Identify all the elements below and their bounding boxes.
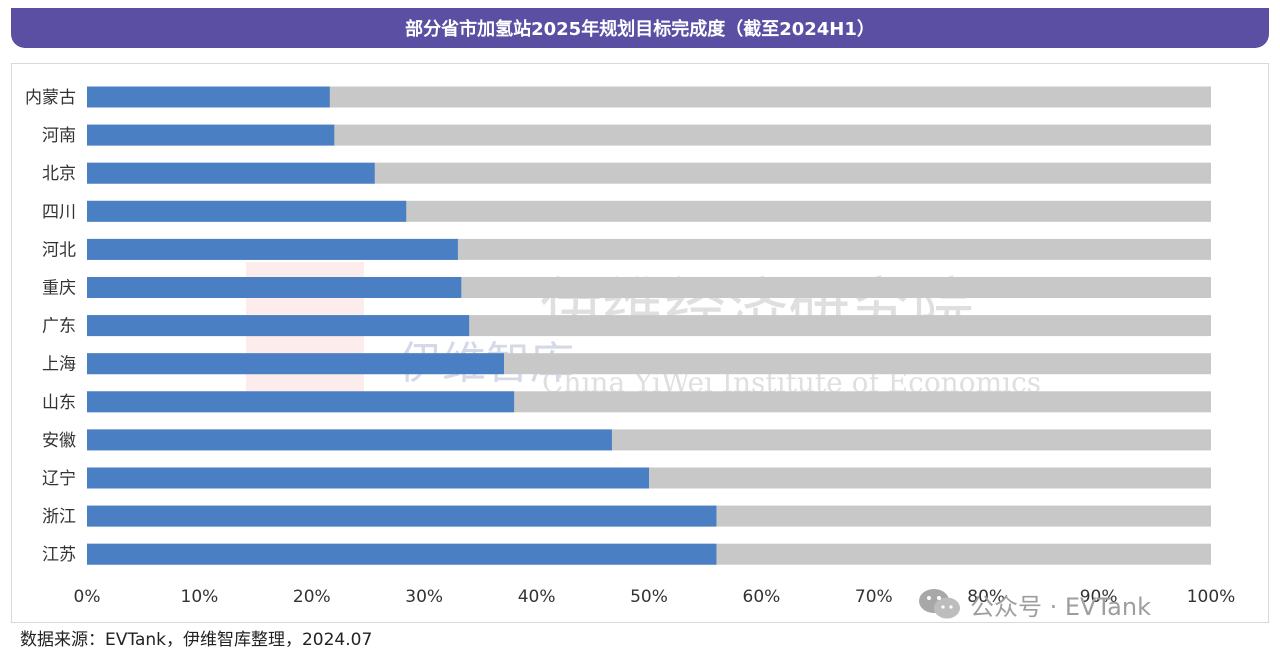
bar-complete [87, 505, 717, 527]
category-label: 浙江 [42, 507, 76, 527]
x-tick-label: 70% [855, 587, 893, 607]
bar-complete [87, 467, 649, 489]
chart-title-bar: 部分省市加氢站2025年规划目标完成度（截至2024H1） [11, 8, 1269, 48]
bar-complete [87, 162, 375, 184]
x-tick-label: 30% [405, 587, 443, 607]
x-tick-label: 20% [293, 587, 331, 607]
category-label: 山东 [42, 393, 76, 413]
x-tick-label: 0% [74, 587, 101, 607]
x-tick-label: 10% [181, 587, 219, 607]
category-label: 河北 [42, 240, 76, 260]
category-label: 内蒙古 [25, 88, 76, 108]
category-label: 辽宁 [42, 469, 76, 489]
bar-complete [87, 315, 470, 337]
wechat-label: 公众号 · EVTank [970, 592, 1151, 621]
category-label: 北京 [42, 164, 76, 184]
x-tick-label: 60% [743, 587, 781, 607]
bar-remaining [87, 86, 1211, 108]
bar-complete [87, 238, 458, 260]
category-label: 上海 [42, 355, 76, 375]
category-label: 江苏 [42, 545, 76, 565]
source-note: 数据来源：EVTank，伊维智库整理，2024.07 [20, 630, 373, 650]
bars-group [87, 86, 1211, 565]
category-label: 河南 [42, 126, 76, 146]
x-tick-label: 50% [630, 587, 668, 607]
x-tick-label: 100% [1187, 587, 1236, 607]
x-tick-label: 40% [518, 587, 556, 607]
bar-complete [87, 543, 717, 565]
category-label: 安徽 [42, 431, 76, 451]
bar-complete [87, 200, 407, 222]
bar-complete [87, 353, 505, 375]
bar-complete [87, 124, 335, 146]
chart-title: 部分省市加氢站2025年规划目标完成度（截至2024H1） [405, 19, 875, 40]
bar-complete [87, 391, 515, 413]
wechat-watermark: 公众号 · EVTank [918, 586, 1151, 622]
x-tick-label: 90% [1080, 587, 1118, 607]
x-tick-labels: 0% 10% 20% 30% 40% 50% 60% 70% 80% 90% 100% [74, 587, 1236, 607]
bar-complete [87, 429, 612, 451]
category-label: 广东 [42, 317, 76, 337]
category-label: 重庆 [42, 279, 76, 299]
bar-complete [87, 277, 462, 298]
x-tick-label: 80% [967, 587, 1005, 607]
category-label: 四川 [42, 202, 76, 222]
bar-complete [87, 86, 330, 108]
plot-frame [11, 63, 1269, 623]
wechat-icon [919, 589, 960, 619]
bar-remaining [87, 124, 1211, 146]
